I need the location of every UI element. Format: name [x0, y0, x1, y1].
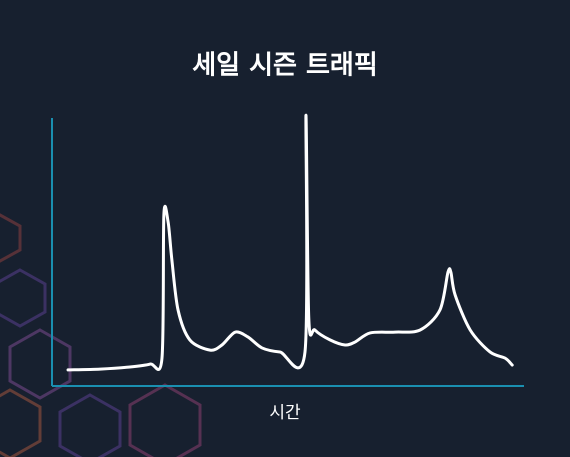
hexagon [0, 388, 42, 457]
x-axis-label: 시간 [269, 403, 301, 423]
hexagon [0, 213, 22, 263]
decoration [0, 213, 202, 457]
hexagon [58, 393, 122, 457]
hexagon [0, 268, 47, 328]
hexagon [8, 328, 72, 400]
chart-title: 세일 시즌 트래픽 [192, 51, 378, 81]
hexagon [128, 383, 202, 457]
traffic-line [66, 113, 514, 372]
